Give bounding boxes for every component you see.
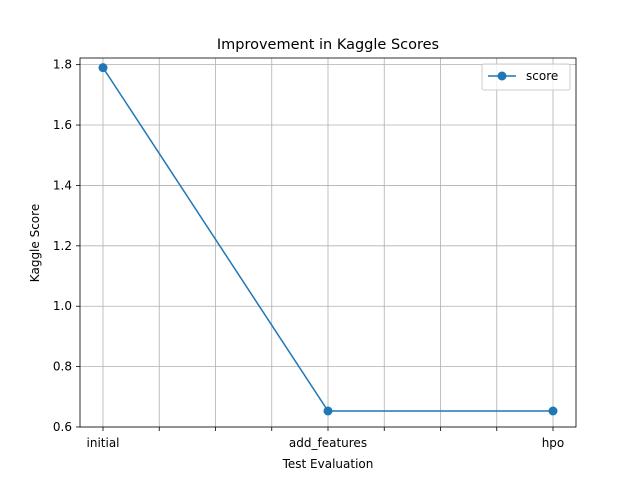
vertical-gridlines <box>102 58 554 427</box>
legend: score <box>481 63 571 91</box>
y-tick-label: 1.0 <box>53 299 72 313</box>
y-axis-label: Kaggle Score <box>28 204 42 282</box>
x-axis-label: Test Evaluation <box>282 457 374 471</box>
x-tick-label: add_features <box>289 436 367 450</box>
data-point <box>98 63 108 73</box>
y-tick-label: 0.6 <box>53 420 72 434</box>
legend-marker-score <box>497 71 507 81</box>
y-tick-label: 1.4 <box>53 178 72 192</box>
series-layer <box>98 63 558 416</box>
y-axis-ticks: 0.6 0.8 1.0 1.2 1.4 1.6 1.8 <box>53 58 80 434</box>
x-tick-label: initial <box>87 436 120 450</box>
y-tick-label: 1.8 <box>53 58 72 72</box>
y-tick-label: 0.8 <box>53 360 72 374</box>
x-tick-label: hpo <box>542 436 565 450</box>
chart-title: Improvement in Kaggle Scores <box>217 37 439 53</box>
y-tick-label: 1.6 <box>53 118 72 132</box>
y-tick-label: 1.2 <box>53 239 72 253</box>
x-axis-ticks: initial add_features hpo <box>87 427 565 450</box>
legend-label-score: score <box>526 69 558 83</box>
data-point <box>548 406 558 416</box>
data-point <box>323 406 333 416</box>
legend-box <box>481 63 571 91</box>
